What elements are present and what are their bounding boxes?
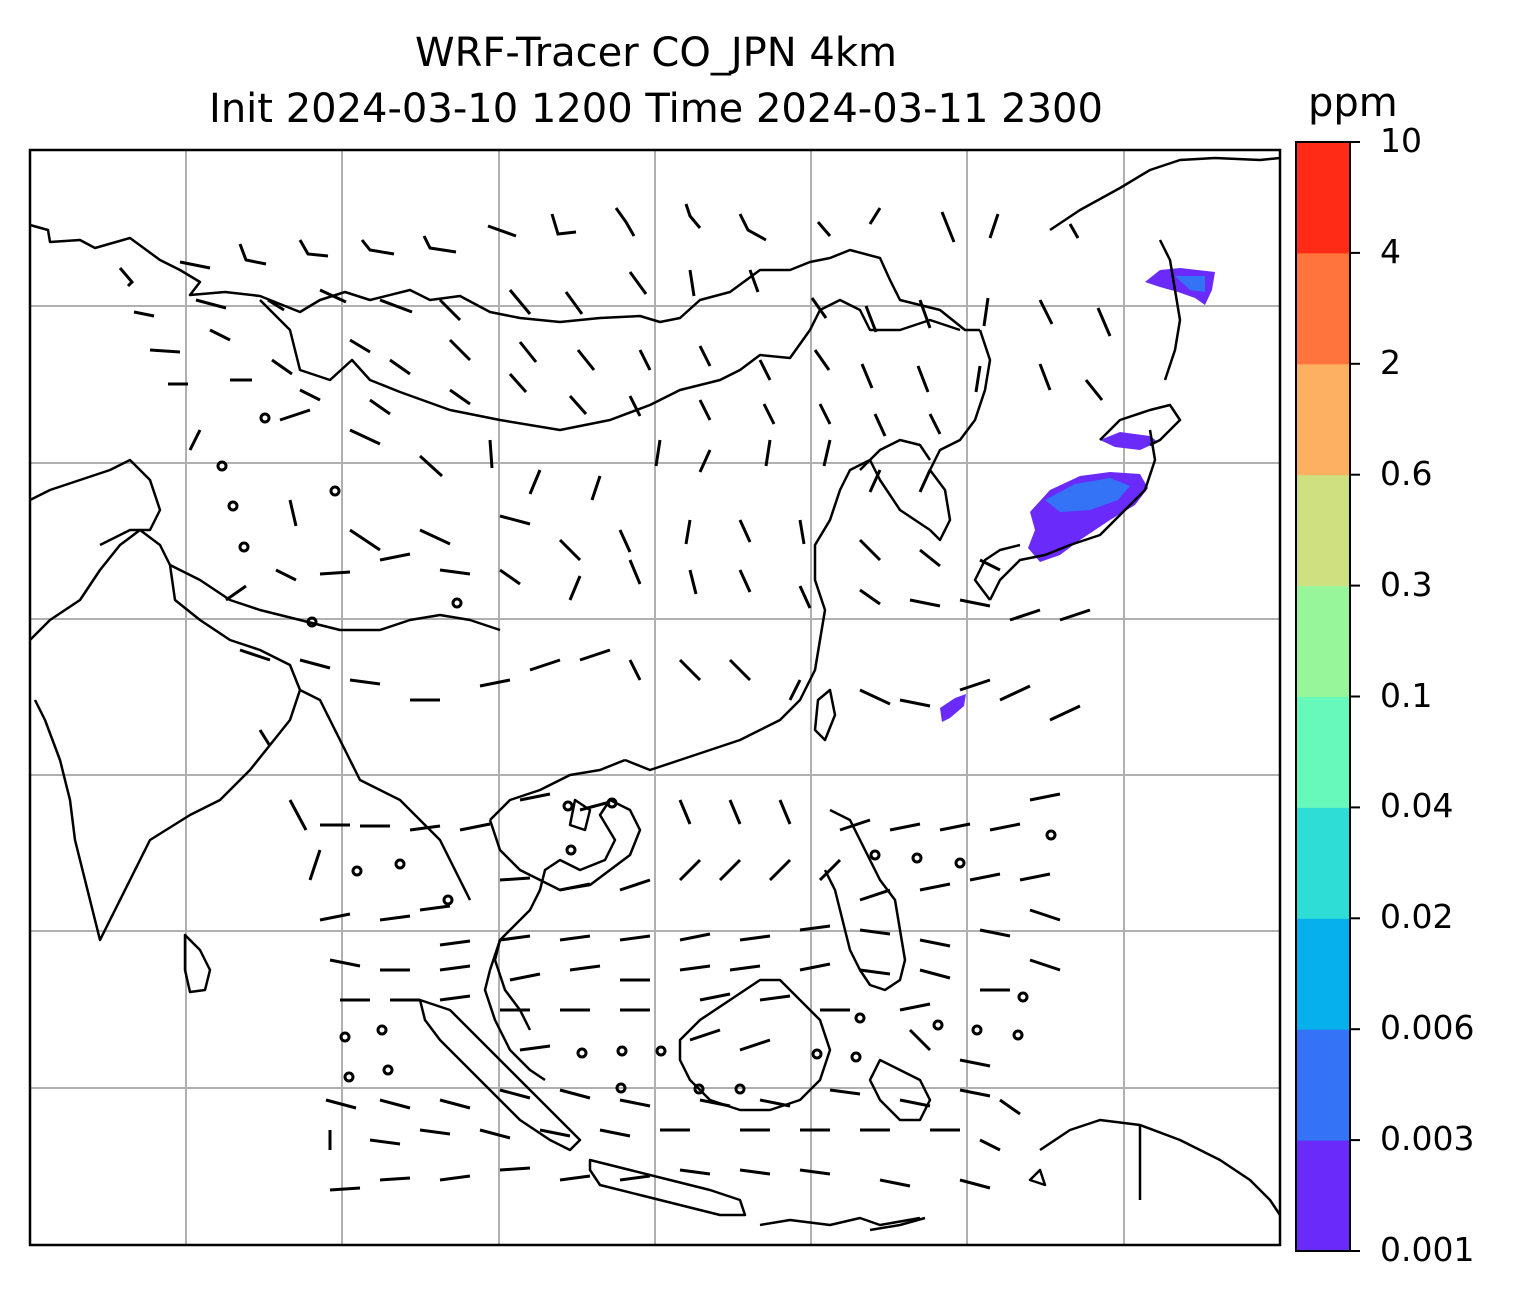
coast-sumatra xyxy=(418,998,582,1152)
coast-java xyxy=(588,1158,747,1217)
map-frame xyxy=(28,148,1282,1247)
border-mongolia xyxy=(808,298,961,332)
colorbar-tick-label: 0.006 xyxy=(1380,1008,1475,1048)
coast-srilanka xyxy=(183,933,212,994)
coast-sulawesi xyxy=(868,1058,932,1122)
colorbar-segment xyxy=(1296,474,1350,587)
colorbar-tick-label: 0.3 xyxy=(1380,564,1433,604)
colorbar-segment xyxy=(1296,1140,1350,1252)
coastlines xyxy=(29,156,1282,1232)
coast-russia-ne xyxy=(1049,156,1281,232)
calm-circles xyxy=(216,412,1057,1095)
colorbar-tick-label: 10 xyxy=(1380,121,1422,160)
colorbar-segment xyxy=(1296,142,1350,254)
plume-hokkaido xyxy=(1100,432,1158,450)
coast-korea xyxy=(928,329,992,542)
coast-tibet xyxy=(169,563,501,632)
coast-sakhalin xyxy=(1158,239,1182,381)
colorbar-unit: ppm xyxy=(1308,80,1398,126)
colorbar-tick-label: 0.001 xyxy=(1380,1230,1475,1269)
colorbar-tick-label: 0.003 xyxy=(1380,1119,1475,1159)
tracer-plumes xyxy=(940,268,1215,722)
colorbar-segment xyxy=(1296,918,1350,1030)
colorbar-segment xyxy=(1296,585,1350,697)
border-china-north xyxy=(259,299,812,432)
border-north xyxy=(29,223,980,332)
colorbar-tick-label: 2 xyxy=(1380,342,1401,382)
coast-japan-honshu xyxy=(988,429,1157,601)
plume-okinawa xyxy=(940,694,966,722)
coast-south-china xyxy=(489,758,626,821)
coast-hainan xyxy=(568,798,592,832)
wind-barbs xyxy=(118,203,1112,1192)
plume-honshu-inner xyxy=(1045,478,1130,512)
coast-pakistan xyxy=(29,458,162,547)
coast-timor xyxy=(869,1216,926,1232)
coast-malay xyxy=(483,939,546,1082)
coast-newguinea xyxy=(1039,1118,1282,1216)
map-title-line2: Init 2024-03-10 1200 Time 2024-03-11 230… xyxy=(209,86,1103,132)
coast-taiwan xyxy=(813,688,837,742)
colorbar-tick-label: 0.6 xyxy=(1380,453,1433,493)
map-title-line1: WRF-Tracer CO_JPN 4km xyxy=(415,30,897,76)
colorbar-tick-label: 0.04 xyxy=(1380,786,1454,826)
colorbar-segment xyxy=(1296,252,1350,365)
coast-japan-hokkaido xyxy=(1099,403,1182,447)
coast-bohai xyxy=(859,438,932,471)
colorbar-tick-label: 0.1 xyxy=(1380,675,1433,715)
colorbar-tick-label: 0.02 xyxy=(1380,897,1454,937)
colorbar-tick-label: 4 xyxy=(1380,231,1401,271)
coast-lesser-sunda xyxy=(759,1168,1047,1227)
coast-philippines xyxy=(823,808,907,992)
colorbar xyxy=(1295,141,1360,1252)
coast-kyushu xyxy=(973,543,1021,601)
coast-myanmar xyxy=(299,688,472,901)
colorbar-segment xyxy=(1296,363,1350,476)
coast-borneo xyxy=(678,978,832,1112)
plume-sakhalin-inner xyxy=(1175,276,1205,292)
coast-india xyxy=(29,528,302,942)
colorbar-segment xyxy=(1296,807,1350,919)
colorbar-segment xyxy=(1296,696,1350,808)
colorbar-segment xyxy=(1296,1029,1350,1141)
